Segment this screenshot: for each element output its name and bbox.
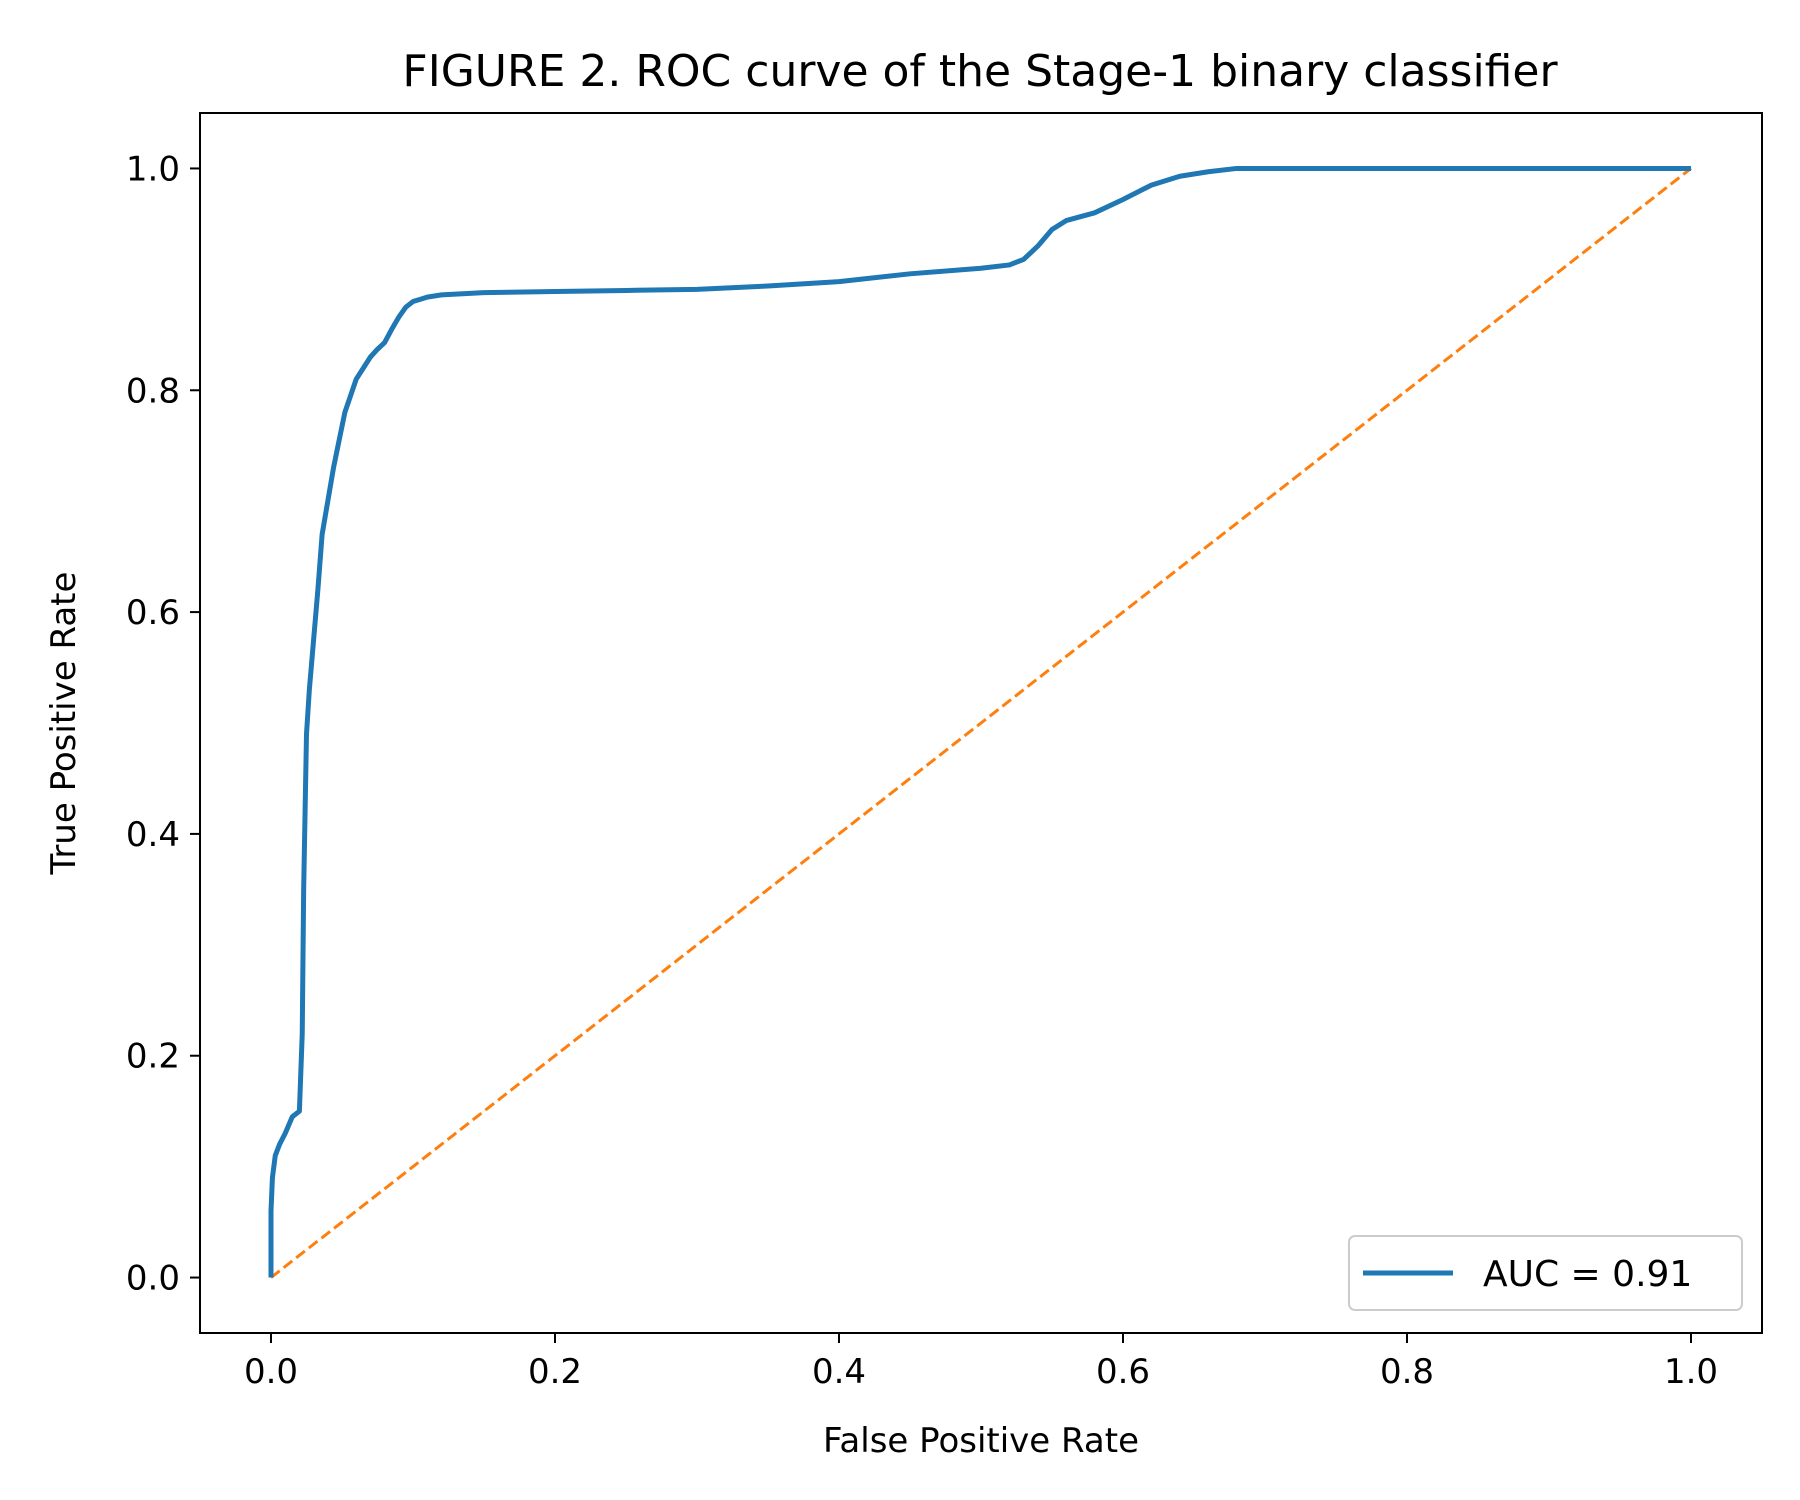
y-axis: 0.0 0.2 0.4 0.6 0.8 1.0 <box>126 149 200 1299</box>
chance-diagonal-line <box>270 167 1692 1279</box>
legend-box <box>1348 1235 1743 1311</box>
x-tick-label: 1.0 <box>1664 1352 1718 1392</box>
y-tick-label: 0.6 <box>126 593 180 633</box>
y-tick-label: 0.2 <box>126 1037 180 1077</box>
x-tick-label: 0.8 <box>1380 1352 1434 1392</box>
chart-title: FIGURE 2. ROC curve of the Stage-1 binar… <box>402 46 1558 97</box>
x-tick-label: 0.4 <box>812 1352 866 1392</box>
series-layer <box>268 165 1692 1279</box>
y-tick-label: 0.4 <box>126 815 180 855</box>
plot-frame <box>199 112 1763 1334</box>
legend: AUC = 0.91 <box>1348 1235 1743 1311</box>
y-tick-label: 1.0 <box>126 149 180 189</box>
y-axis-label: True Positive Rate <box>44 572 84 876</box>
x-axis-label: False Positive Rate <box>823 1421 1139 1461</box>
legend-label-roc: AUC = 0.91 <box>1483 1254 1692 1295</box>
x-tick-label: 0.6 <box>1096 1352 1150 1392</box>
y-tick-label: 0.8 <box>126 371 180 411</box>
x-tick-label: 0.2 <box>528 1352 582 1392</box>
y-tick-label: 0.0 <box>126 1259 180 1299</box>
roc-curve-line <box>268 165 1691 1278</box>
x-tick-label: 0.0 <box>244 1352 298 1392</box>
x-axis: 0.0 0.2 0.4 0.6 0.8 1.0 <box>244 1333 1718 1392</box>
